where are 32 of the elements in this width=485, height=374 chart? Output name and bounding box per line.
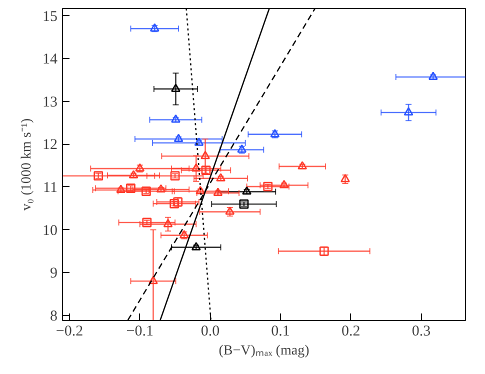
x-axis-title: (B−V)ₘₐₓ (mag) <box>218 344 310 358</box>
y-tick-label: 11 <box>43 180 58 196</box>
x-tick-label: 0.1 <box>271 324 290 340</box>
y-tick-label: 12 <box>42 137 58 154</box>
point <box>191 163 201 172</box>
x-tick-label: −0.2 <box>56 324 84 340</box>
point <box>404 107 414 116</box>
y-tick-label: 14 <box>42 52 58 68</box>
point <box>298 161 308 170</box>
point <box>216 173 226 182</box>
y-tick-label: 8 <box>50 308 58 324</box>
point <box>242 186 252 195</box>
x-tick-label: 0.2 <box>341 324 360 340</box>
y-tick-label: 10 <box>42 222 58 239</box>
point <box>194 138 204 146</box>
point <box>174 134 184 142</box>
point <box>191 242 201 250</box>
y-axis-title: v₀ (1000 km s⁻¹) <box>20 118 34 211</box>
point <box>148 276 158 284</box>
point <box>171 84 180 92</box>
point <box>225 206 235 215</box>
y-tick-label: 15 <box>42 8 58 25</box>
x-tick-label: −0.1 <box>126 324 154 340</box>
x-tick-label: 0.0 <box>200 324 220 340</box>
x-tick-label: 0.3 <box>412 324 431 340</box>
point <box>163 218 173 228</box>
point <box>340 174 350 182</box>
point <box>200 150 210 160</box>
y-tick-label: 13 <box>42 94 58 110</box>
point <box>428 72 438 80</box>
point <box>171 114 180 123</box>
y-tick-label: 9 <box>50 266 58 282</box>
